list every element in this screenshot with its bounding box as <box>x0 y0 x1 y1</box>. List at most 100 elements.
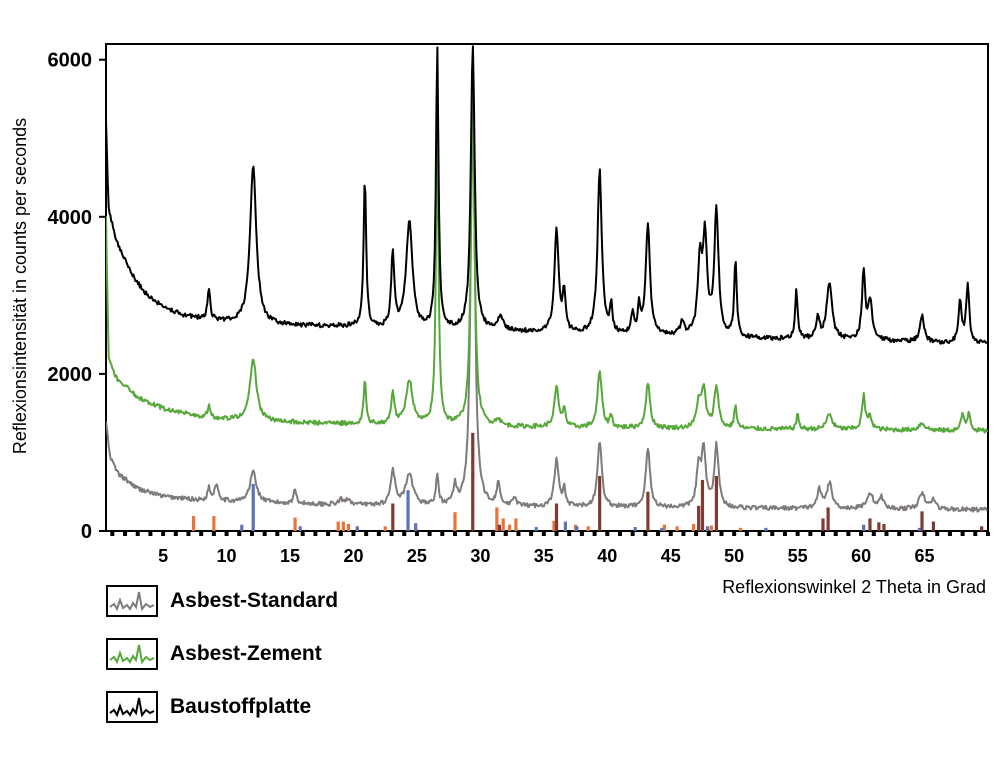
reference-bar <box>391 503 395 531</box>
x-tick-dot <box>148 532 153 536</box>
x-tick-label: 50 <box>724 546 744 566</box>
reference-bar <box>554 503 559 531</box>
reference-bar <box>414 523 418 531</box>
x-tick-label: 35 <box>534 546 554 566</box>
x-tick-dot <box>859 532 864 536</box>
x-tick-dot <box>503 532 508 536</box>
reference-bar <box>705 526 710 531</box>
x-tick-dot <box>199 532 204 536</box>
x-tick-dot <box>668 532 673 536</box>
x-tick-dot <box>440 532 445 536</box>
reference-bar <box>383 526 387 531</box>
x-tick-label: 25 <box>407 546 427 566</box>
x-tick-dot <box>871 532 876 536</box>
reference-bar <box>714 476 719 531</box>
y-tick-label: 6000 <box>48 50 93 72</box>
legend-swatch-asbest-zement <box>106 638 158 670</box>
series-line-asbest-zement <box>106 121 988 434</box>
x-tick-dot <box>249 532 254 536</box>
reference-bar <box>406 490 410 531</box>
legend-item-asbest-zement: Asbest-Zement <box>106 636 338 672</box>
x-tick-dot <box>452 532 457 536</box>
x-tick-dot <box>947 532 952 536</box>
x-tick-label: 60 <box>851 546 871 566</box>
legend-trace <box>109 591 155 612</box>
reference-bar <box>700 479 705 531</box>
x-tick-dot <box>846 532 851 536</box>
y-axis-title: Reflexionsintensität in counts per secon… <box>10 118 30 454</box>
x-tick-dot <box>541 532 546 536</box>
reference-bar <box>862 524 866 531</box>
x-tick-dot <box>770 532 775 536</box>
reference-bar <box>821 518 825 531</box>
x-tick-dot <box>313 532 318 536</box>
reference-bar <box>497 524 502 531</box>
x-axis-title: Reflexionswinkel 2 Theta in Grad <box>722 577 986 597</box>
x-tick-dot <box>757 532 762 536</box>
x-tick-dot <box>821 532 826 536</box>
reference-bar <box>826 507 830 531</box>
x-tick-dot <box>376 532 381 536</box>
x-tick-dot <box>262 532 267 536</box>
x-tick-dot <box>732 532 737 536</box>
x-tick-dot <box>338 532 343 536</box>
legend-trace <box>109 644 155 665</box>
plot-frame <box>105 43 989 532</box>
x-tick-dot <box>491 532 496 536</box>
x-tick-dot <box>630 532 635 536</box>
x-tick-label: 55 <box>788 546 808 566</box>
x-tick-dot <box>224 532 229 536</box>
reference-bar <box>495 507 499 531</box>
series-line-asbest-standard <box>106 57 988 513</box>
y-tick-label: 0 <box>81 521 92 543</box>
y-axis: 0 2000 4000 6000 <box>48 50 106 543</box>
x-tick-dot <box>288 532 293 536</box>
reference-bar <box>240 524 244 531</box>
reference-bar <box>662 524 666 531</box>
reference-bar <box>341 521 345 531</box>
reference-bar <box>346 523 350 531</box>
x-tick-dot <box>300 532 305 536</box>
x-tick-dot <box>186 532 191 536</box>
x-tick-dot <box>643 532 648 536</box>
reference-bar <box>882 523 886 531</box>
x-tick-dot <box>909 532 914 536</box>
reference-bar <box>764 527 768 531</box>
reference-bar <box>980 526 984 531</box>
x-tick-dot <box>922 532 927 536</box>
x-tick-dot <box>656 532 661 536</box>
x-tick-label: 30 <box>470 546 490 566</box>
reference-bar <box>738 527 743 531</box>
x-tick-dot <box>795 532 800 536</box>
reference-bar <box>917 527 922 531</box>
reference-bar <box>251 483 255 531</box>
reference-bar <box>586 526 590 531</box>
legend-item-baustoffplatte: Baustoffplatte <box>106 689 338 725</box>
x-tick-dot <box>135 532 140 536</box>
x-tick-dot <box>123 532 128 536</box>
legend-swatch-baustoffplatte <box>106 691 158 723</box>
reference-bar <box>552 520 556 531</box>
x-tick-dot <box>617 532 622 536</box>
x-tick-dot <box>833 532 838 536</box>
reference-bar <box>646 491 650 531</box>
x-tick-dot <box>326 532 331 536</box>
x-tick-label: 20 <box>343 546 363 566</box>
x-tick-dot <box>567 532 572 536</box>
reference-bar <box>507 524 512 531</box>
reference-bar <box>336 521 340 531</box>
x-tick-dot <box>808 532 813 536</box>
x-tick-dot <box>744 532 749 536</box>
reference-bar <box>191 516 196 531</box>
x-tick-dot <box>110 532 115 536</box>
reference-bar <box>534 527 538 531</box>
reference-bar <box>691 523 696 531</box>
x-tick-dot <box>173 532 178 536</box>
x-tick-dot <box>986 532 990 536</box>
reference-bar <box>212 516 216 531</box>
reference-bar <box>709 525 713 531</box>
reference-bar <box>931 521 936 531</box>
x-tick-label: 10 <box>217 546 237 566</box>
reference-bar <box>293 517 297 531</box>
x-tick-dot <box>960 532 965 536</box>
